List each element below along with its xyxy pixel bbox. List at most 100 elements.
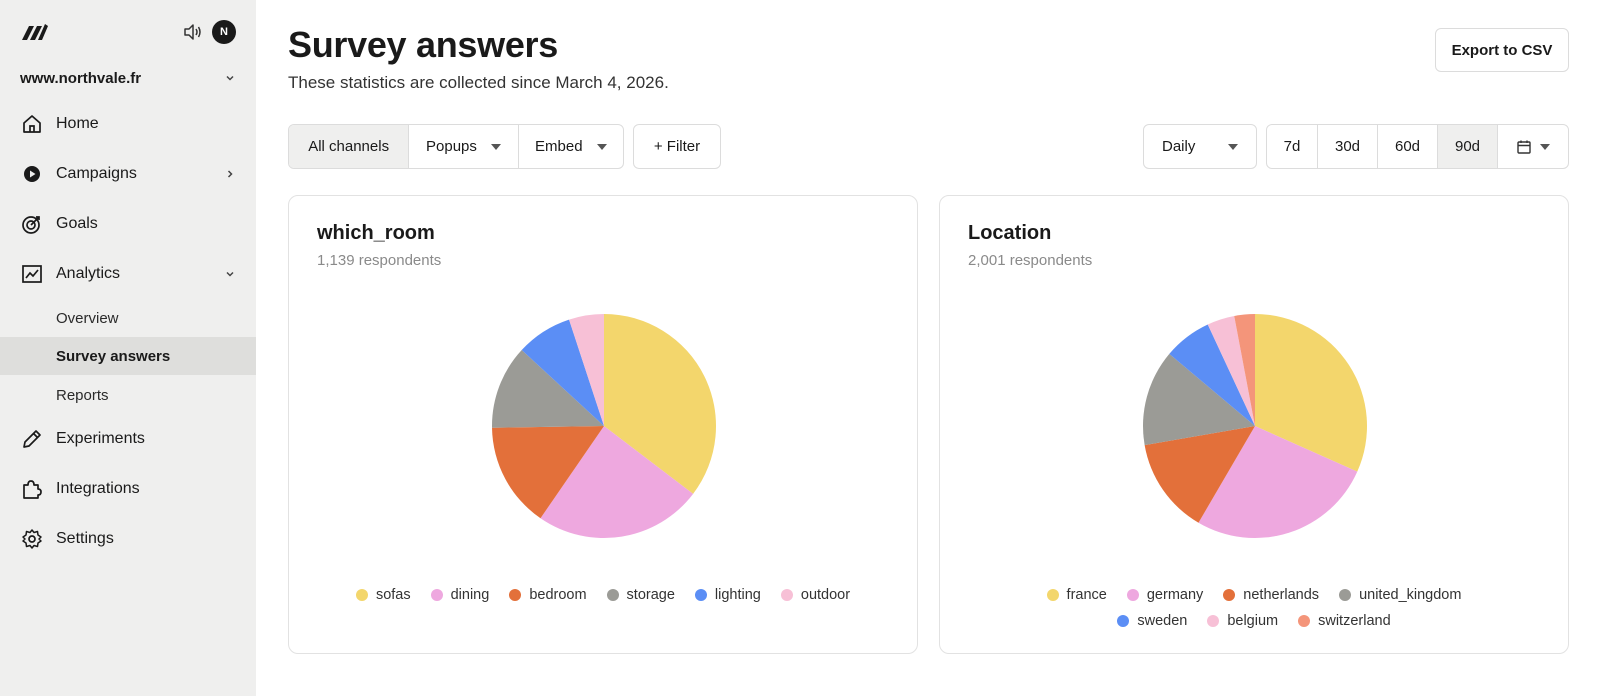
legend-label: dining — [450, 587, 490, 603]
legend-item-dining[interactable]: dining — [430, 587, 490, 603]
pie-slice-dining[interactable] — [540, 426, 694, 538]
sub-item-survey-answers[interactable]: Survey answers — [0, 337, 256, 375]
nav-label: Experiments — [56, 430, 145, 447]
chart-title: Location — [968, 222, 1052, 244]
caret-down-icon — [490, 143, 501, 150]
legend-label: storage — [626, 587, 675, 603]
caret-down-icon — [1540, 143, 1550, 150]
legend-swatch — [1046, 589, 1059, 601]
pie-slice-united-kingdom[interactable] — [1143, 353, 1255, 446]
calendar-icon — [1517, 140, 1531, 154]
sub-item-reports[interactable]: Reports — [56, 386, 109, 404]
legend-item-sweden[interactable]: sweden — [1117, 613, 1187, 629]
legend-label: belgium — [1227, 613, 1279, 629]
legend-item-sofas[interactable]: sofas — [355, 587, 411, 603]
legend-item-belgium[interactable]: belgium — [1207, 613, 1278, 629]
pencil-icon — [20, 427, 44, 451]
legend-item-switzerland[interactable]: switzerland — [1298, 613, 1391, 629]
pie-slice-france[interactable] — [1255, 314, 1367, 472]
legend-swatch — [1126, 589, 1139, 601]
pie-chart — [1143, 314, 1367, 538]
nav-item-home[interactable]: Home — [0, 104, 256, 144]
nav-item-goals[interactable]: Goals — [0, 204, 256, 244]
legend-item-storage[interactable]: storage — [606, 587, 675, 603]
range-selector: 7d 30d 60d 90d — [1266, 124, 1569, 169]
nav-label: Campaigns — [56, 165, 137, 182]
chart-card-location: Location 2,001 respondents france germany… — [939, 195, 1569, 654]
pie-slice-bedroom[interactable] — [492, 426, 604, 519]
target-icon — [20, 212, 44, 236]
range-7d[interactable]: 7d — [1267, 125, 1318, 168]
pie-slice-netherlands[interactable] — [1144, 426, 1255, 523]
legend-item-france[interactable]: france — [1046, 587, 1107, 603]
range-90d[interactable]: 90d — [1438, 125, 1498, 168]
add-filter-button[interactable]: + Filter — [633, 124, 721, 169]
range-30d[interactable]: 30d — [1318, 125, 1378, 168]
nav-label: Analytics — [56, 265, 121, 282]
legend-label: netherlands — [1243, 587, 1320, 603]
nav-item-analytics[interactable]: Analytics — [0, 254, 256, 294]
avatar[interactable]: N — [212, 20, 236, 44]
range-60d[interactable]: 60d — [1378, 125, 1438, 168]
legend-swatch — [1117, 615, 1130, 627]
pie-slice-storage[interactable] — [492, 350, 604, 428]
site-name: www.northvale.fr — [20, 69, 142, 87]
legend-item-united-kingdom[interactable]: united_kingdom — [1339, 587, 1461, 603]
pie-slice-belgium[interactable] — [1207, 315, 1255, 426]
pie-slice-sofas[interactable] — [604, 314, 716, 494]
legend-item-outdoor[interactable]: outdoor — [780, 587, 851, 603]
legend-item-netherlands[interactable]: netherlands — [1223, 587, 1319, 603]
site-selector[interactable]: www.northvale.fr — [20, 66, 240, 90]
legend-label: bedroom — [529, 587, 587, 603]
channel-popups[interactable]: Popups — [409, 125, 519, 168]
legend-label: switzerland — [1318, 613, 1391, 629]
gear-icon — [20, 527, 44, 551]
pie-slice-switzerland[interactable] — [1234, 314, 1255, 426]
legend-label: sofas — [375, 587, 411, 603]
channel-embed[interactable]: Embed — [519, 125, 623, 168]
calendar-picker[interactable] — [1498, 125, 1568, 168]
chart-title: which_room — [317, 222, 435, 244]
sub-item-overview[interactable]: Overview — [56, 309, 119, 327]
legend-item-bedroom[interactable]: bedroom — [509, 587, 587, 603]
legend-swatch — [1339, 589, 1352, 601]
channel-selector: All channels Popups Embed — [288, 124, 624, 169]
nav-item-integrations[interactable]: Integrations — [0, 469, 256, 509]
page-subtitle: These statistics are collected since Mar… — [288, 73, 669, 92]
legend-label: outdoor — [800, 587, 851, 603]
legend-swatch — [606, 589, 619, 601]
chevron-down-icon — [226, 271, 234, 277]
chart-legend: sofas dining bedroom storage lighting outdoor — [309, 587, 897, 603]
speaker-icon[interactable] — [182, 23, 202, 41]
chart-respondents: 2,001 respondents — [968, 252, 1093, 269]
pie-slice-sweden[interactable] — [1169, 324, 1255, 426]
nav-label: Home — [56, 115, 99, 132]
pie-slice-lighting[interactable] — [521, 319, 604, 426]
brand-logo-icon[interactable] — [21, 22, 49, 42]
granularity-select[interactable]: Daily — [1143, 124, 1257, 169]
page-title: Survey answers — [288, 24, 558, 65]
nav-label: Integrations — [56, 480, 140, 497]
puzzle-icon — [20, 477, 44, 501]
play-circle-icon — [20, 162, 44, 186]
pie-chart — [492, 314, 716, 538]
legend-item-lighting[interactable]: lighting — [694, 587, 761, 603]
legend-swatch — [1207, 615, 1220, 627]
caret-down-icon — [596, 143, 607, 150]
legend-label: sweden — [1137, 613, 1188, 629]
nav-item-experiments[interactable]: Experiments — [0, 419, 256, 459]
pie-slice-outdoor[interactable] — [569, 314, 604, 426]
legend-label: france — [1066, 587, 1107, 603]
nav-item-settings[interactable]: Settings — [0, 519, 256, 559]
chart-respondents: 1,139 respondents — [317, 252, 442, 269]
legend-item-germany[interactable]: germany — [1126, 587, 1203, 603]
nav-label: Goals — [56, 215, 98, 232]
nav-item-campaigns[interactable]: Campaigns — [0, 154, 256, 194]
chevron-down-icon — [226, 75, 234, 81]
legend-label: united_kingdom — [1359, 587, 1462, 603]
channel-all[interactable]: All channels — [289, 125, 410, 168]
export-csv-button[interactable]: Export to CSV — [1435, 28, 1569, 72]
pie-slice-germany[interactable] — [1198, 426, 1358, 538]
channel-popups-label: Popups — [426, 138, 477, 155]
